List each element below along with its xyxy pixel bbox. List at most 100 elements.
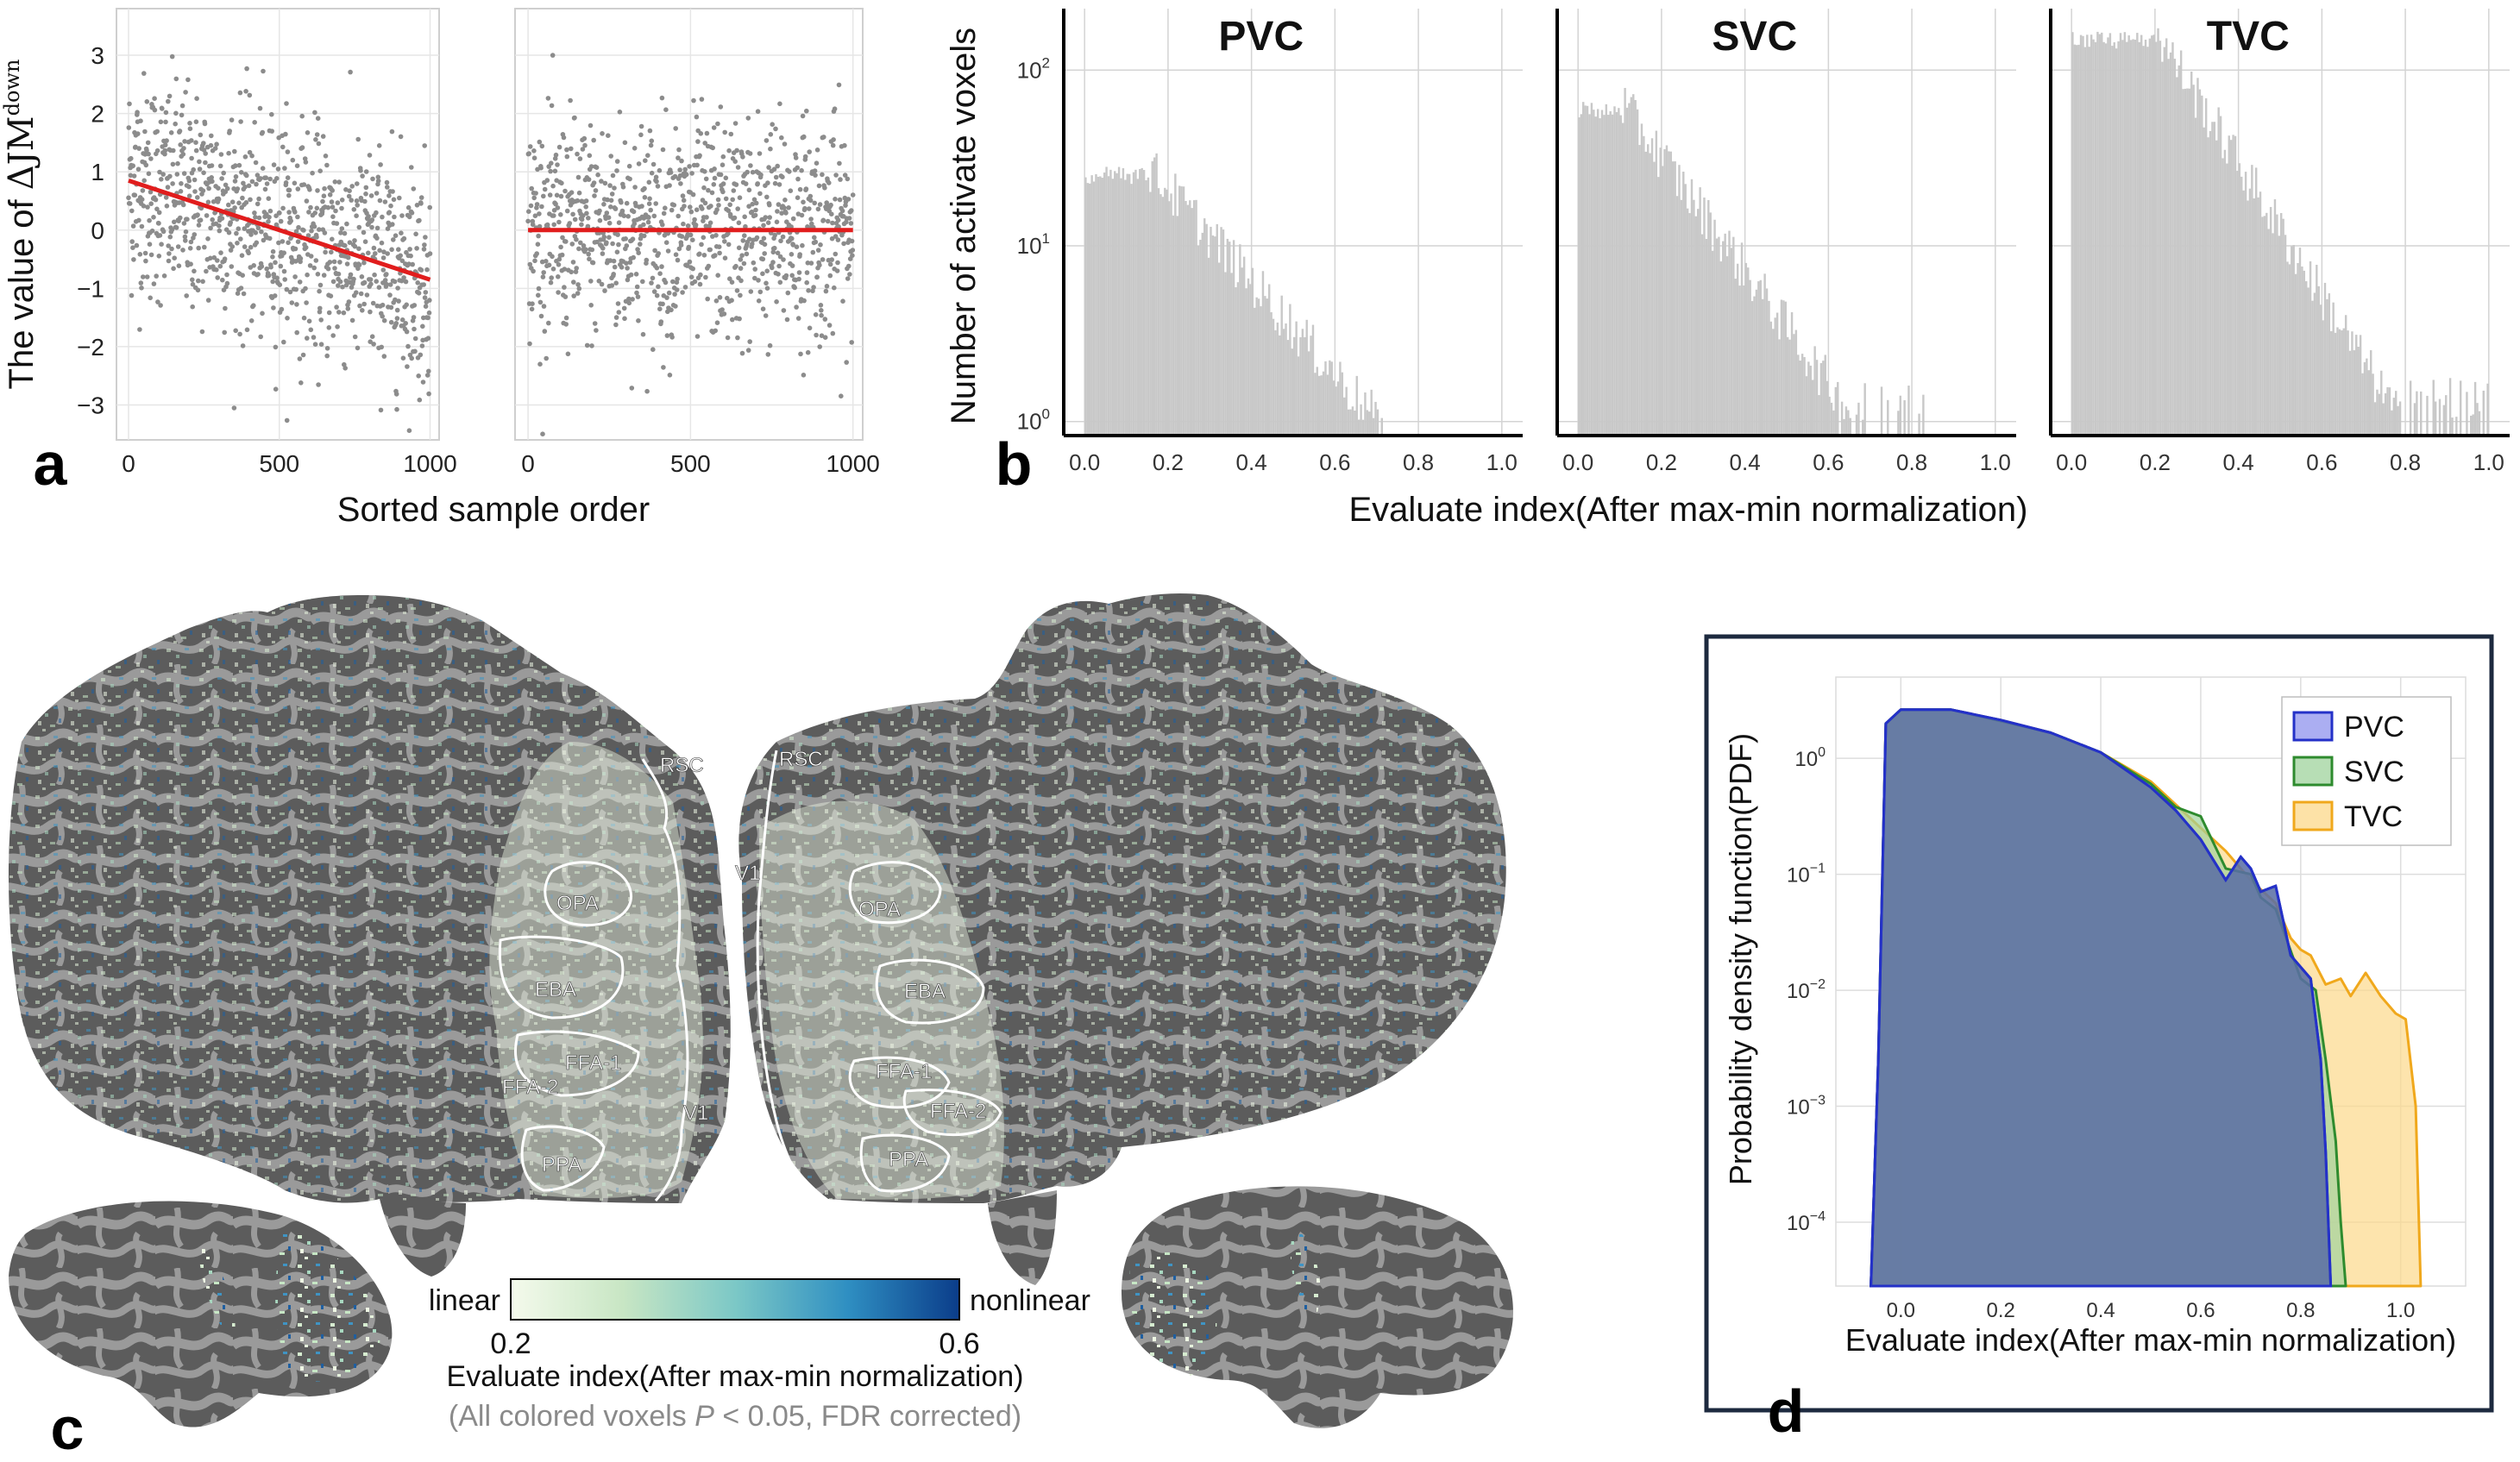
scatter-point [252, 120, 258, 125]
scatter-point [615, 232, 620, 237]
scatter-point [228, 248, 234, 253]
histogram-bar [1109, 169, 1112, 436]
y-tick-label: −3 [77, 392, 104, 418]
histogram-bar [2140, 35, 2143, 436]
scatter-point [200, 279, 205, 285]
scatter-point [315, 116, 321, 121]
histogram-bar [2126, 41, 2128, 436]
x-tick-label: 0.6 [1319, 449, 1350, 475]
scatter-point [827, 261, 833, 267]
scatter-point [277, 282, 283, 288]
histogram-bar [1640, 123, 1643, 436]
scatter-point [559, 252, 565, 258]
scatter-point [623, 236, 628, 242]
scatter-point [601, 202, 606, 207]
histogram-bar [2482, 390, 2485, 436]
scatter-point [825, 218, 831, 224]
colorbar-right-label: nonlinear [970, 1284, 1090, 1317]
histogram-bar [2182, 89, 2184, 436]
scatter-point [847, 272, 852, 277]
scatter-point [410, 261, 416, 267]
histogram-bar [1176, 216, 1178, 436]
scatter-point [653, 201, 658, 206]
scatter-point [743, 223, 748, 229]
scatter-point [815, 248, 821, 253]
histogram-bar [1264, 296, 1266, 436]
scatter-point [735, 206, 740, 211]
scatter-point [752, 212, 758, 218]
scatter-point [369, 217, 375, 223]
scatter-point [558, 244, 563, 250]
histogram-bar [2234, 135, 2237, 436]
scatter-point [387, 292, 393, 298]
scatter-point [349, 198, 355, 203]
histogram-bar [1593, 110, 1595, 436]
scatter-point [677, 167, 682, 173]
x-tick-label: 500 [670, 450, 711, 477]
scatter-point [727, 202, 732, 208]
scatter-point [586, 251, 591, 257]
x-tick-label: 0.4 [1236, 449, 1267, 475]
scatter-point [138, 118, 143, 123]
scatter-point [173, 225, 179, 230]
scatter-point [130, 245, 135, 251]
scatter-point [701, 253, 707, 258]
x-tick-label: 0.0 [1069, 449, 1100, 475]
scatter-point [803, 186, 809, 191]
scatter-point [244, 327, 250, 333]
scatter-point [177, 129, 183, 134]
histogram-bar [1750, 301, 1754, 436]
scatter-point [600, 131, 605, 136]
scatter-point [364, 292, 370, 298]
scatter-point [538, 165, 544, 171]
scatter-point [544, 178, 550, 183]
histogram-bar [1840, 401, 1844, 436]
scatter-point [141, 274, 146, 279]
scatter-point [569, 242, 575, 247]
scatter-point [334, 304, 339, 310]
x-tick-label: 1.0 [2473, 449, 2504, 475]
scatter-point [149, 228, 155, 234]
scatter-point [244, 173, 249, 179]
histogram-bar [1210, 226, 1212, 436]
scatter-point [267, 235, 273, 242]
scatter-point [305, 233, 311, 238]
scatter-point [821, 135, 826, 140]
scatter-point [762, 251, 767, 256]
histogram-bar [1311, 324, 1315, 436]
histogram-bar [1301, 329, 1304, 436]
histogram-bar [1260, 306, 1262, 436]
scatter-point [334, 221, 340, 226]
scatter-point [540, 431, 545, 437]
histogram-bar [2101, 32, 2103, 436]
scatter-point [192, 189, 198, 194]
histogram-bar [2359, 335, 2362, 436]
scatter-point [695, 139, 701, 144]
scatter-point [145, 204, 150, 210]
scatter-point [306, 210, 311, 215]
scatter-point [384, 272, 389, 277]
scatter-point [262, 186, 268, 192]
scatter-point [625, 277, 631, 283]
histogram-bar [2442, 405, 2446, 436]
scatter-point [780, 234, 786, 240]
histogram-bar [1086, 183, 1090, 436]
histogram-bar [2373, 402, 2377, 436]
scatter-point [559, 180, 564, 186]
scatter-point [624, 260, 629, 267]
scatter-point [551, 208, 557, 213]
scatter-point [267, 208, 273, 214]
scatter-point [788, 188, 794, 193]
scatter-point [841, 241, 846, 247]
x-tick-label: 0 [122, 450, 135, 477]
scatter-point [690, 237, 695, 243]
scatter-point [674, 287, 680, 292]
scatter-point [159, 242, 164, 248]
scatter-point [801, 134, 807, 140]
panel-b-xlabel: Evaluate index(After max-min normalizati… [1349, 491, 2028, 529]
scatter-point [607, 183, 613, 188]
scatter-point [634, 290, 639, 296]
scatter-point [526, 209, 531, 214]
histogram-bar [2211, 122, 2214, 436]
scatter-point [167, 234, 173, 240]
